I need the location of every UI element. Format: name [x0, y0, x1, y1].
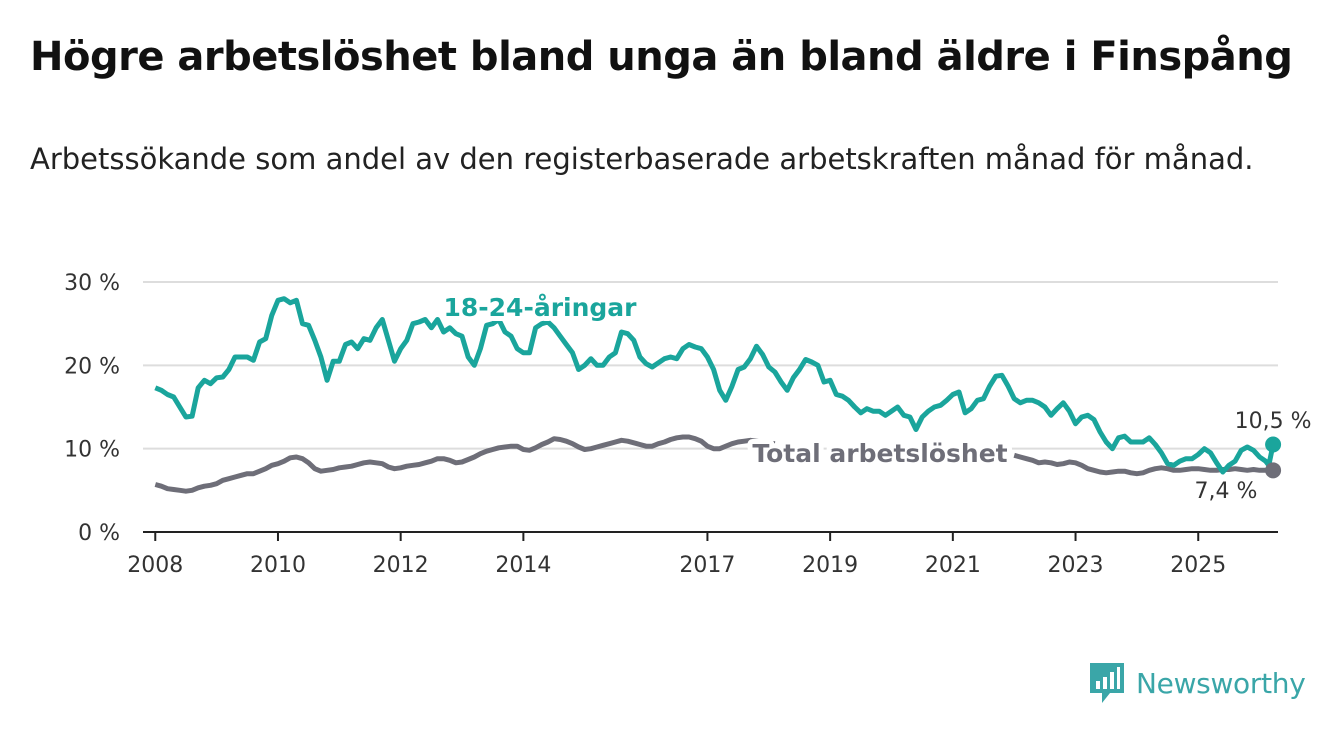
end-point-youth [1265, 436, 1282, 453]
x-tick-label: 2008 [127, 553, 183, 578]
y-tick-label: 30 % [64, 271, 120, 296]
series-labels: 18-24-åringar Total arbetslöshet 10,5 % 7,4… [439, 288, 1312, 504]
x-tick-label: 2012 [373, 553, 429, 578]
newsworthy-logo-icon [1090, 663, 1124, 703]
x-tick-label: 2023 [1048, 553, 1104, 578]
end-point-total [1265, 462, 1282, 479]
series-label-total: Total arbetslöshet [752, 439, 1007, 468]
y-tick-label: 0 % [78, 521, 120, 546]
x-tick-label: 2014 [495, 553, 551, 578]
end-value-youth: 10,5 % [1235, 409, 1312, 434]
brand-name: Newsworthy [1136, 666, 1306, 700]
chart-title: Högre arbetslöshet bland unga än bland ä… [30, 34, 1293, 80]
x-axis-ticks: 2008 2010 2012 2014 2017 2019 2021 2023 2025 [127, 532, 1226, 578]
newsworthy-brand: Newsworthy [1088, 660, 1306, 706]
series-lines [154, 296, 1282, 494]
x-tick-label: 2021 [925, 553, 981, 578]
y-axis-ticks: 0 % 10 % 20 % 30 % [64, 271, 120, 546]
x-tick-label: 2025 [1170, 553, 1226, 578]
series-line-total [154, 434, 776, 494]
end-value-total: 7,4 % [1195, 479, 1258, 504]
x-tick-label: 2017 [679, 553, 735, 578]
x-tick-label: 2019 [802, 553, 858, 578]
series-line-total-tail [1013, 452, 1274, 477]
y-tick-label: 20 % [64, 354, 120, 379]
x-tick-label: 2010 [250, 553, 306, 578]
series-label-youth: 18-24-åringar [444, 293, 638, 322]
y-tick-label: 10 % [64, 438, 120, 463]
chart-subtitle: Arbetssökande som andel av den registerb… [30, 142, 1254, 176]
series-line-youth [154, 296, 1276, 475]
